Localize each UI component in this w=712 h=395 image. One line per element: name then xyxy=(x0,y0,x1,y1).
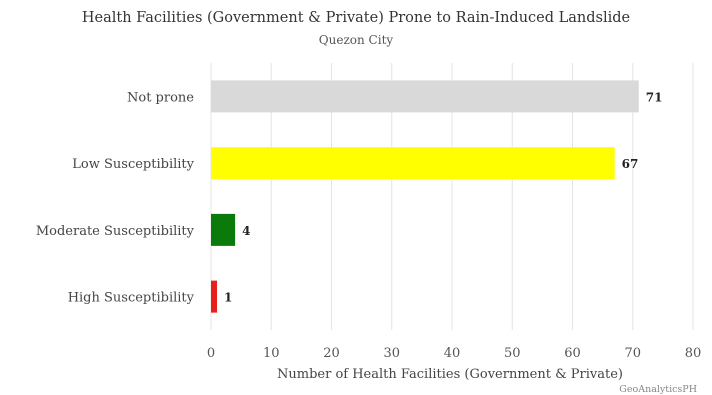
data-labels: 71 67 4 1 xyxy=(224,90,662,304)
data-label-0: 71 xyxy=(646,90,663,104)
x-tick-label-40: 40 xyxy=(444,346,461,361)
chart-subtitle: Quezon City xyxy=(319,33,394,47)
x-tick-label-10: 10 xyxy=(263,346,280,361)
credit-label: GeoAnalyticsPH xyxy=(619,384,697,395)
x-tick-label-50: 50 xyxy=(504,346,521,361)
bars xyxy=(211,80,639,313)
bar-1 xyxy=(211,147,615,180)
data-label-3: 1 xyxy=(224,291,232,305)
data-label-1: 67 xyxy=(622,157,639,171)
x-tick-label-60: 60 xyxy=(564,346,581,361)
data-label-2: 4 xyxy=(242,224,250,238)
bar-0 xyxy=(211,80,639,113)
x-tick-label-30: 30 xyxy=(383,346,400,361)
category-labels: Not prone Low Susceptibility Moderate Susc… xyxy=(36,90,195,305)
x-tick-labels: 0 10 20 30 40 50 60 70 80 xyxy=(207,346,701,361)
category-label-3: High Susceptibility xyxy=(68,291,195,306)
x-tick-label-80: 80 xyxy=(685,346,702,361)
chart-title: Health Facilities (Government & Private)… xyxy=(82,10,630,26)
x-axis-label: Number of Health Facilities (Government … xyxy=(277,367,623,382)
x-tick-label-20: 20 xyxy=(323,346,340,361)
category-label-2: Moderate Susceptibility xyxy=(36,224,195,239)
x-tick-label-0: 0 xyxy=(207,346,215,361)
category-label-1: Low Susceptibility xyxy=(72,157,194,172)
bar-3 xyxy=(211,280,218,313)
x-tick-label-70: 70 xyxy=(624,346,641,361)
bar-2 xyxy=(211,213,236,246)
category-label-0: Not prone xyxy=(127,90,194,105)
